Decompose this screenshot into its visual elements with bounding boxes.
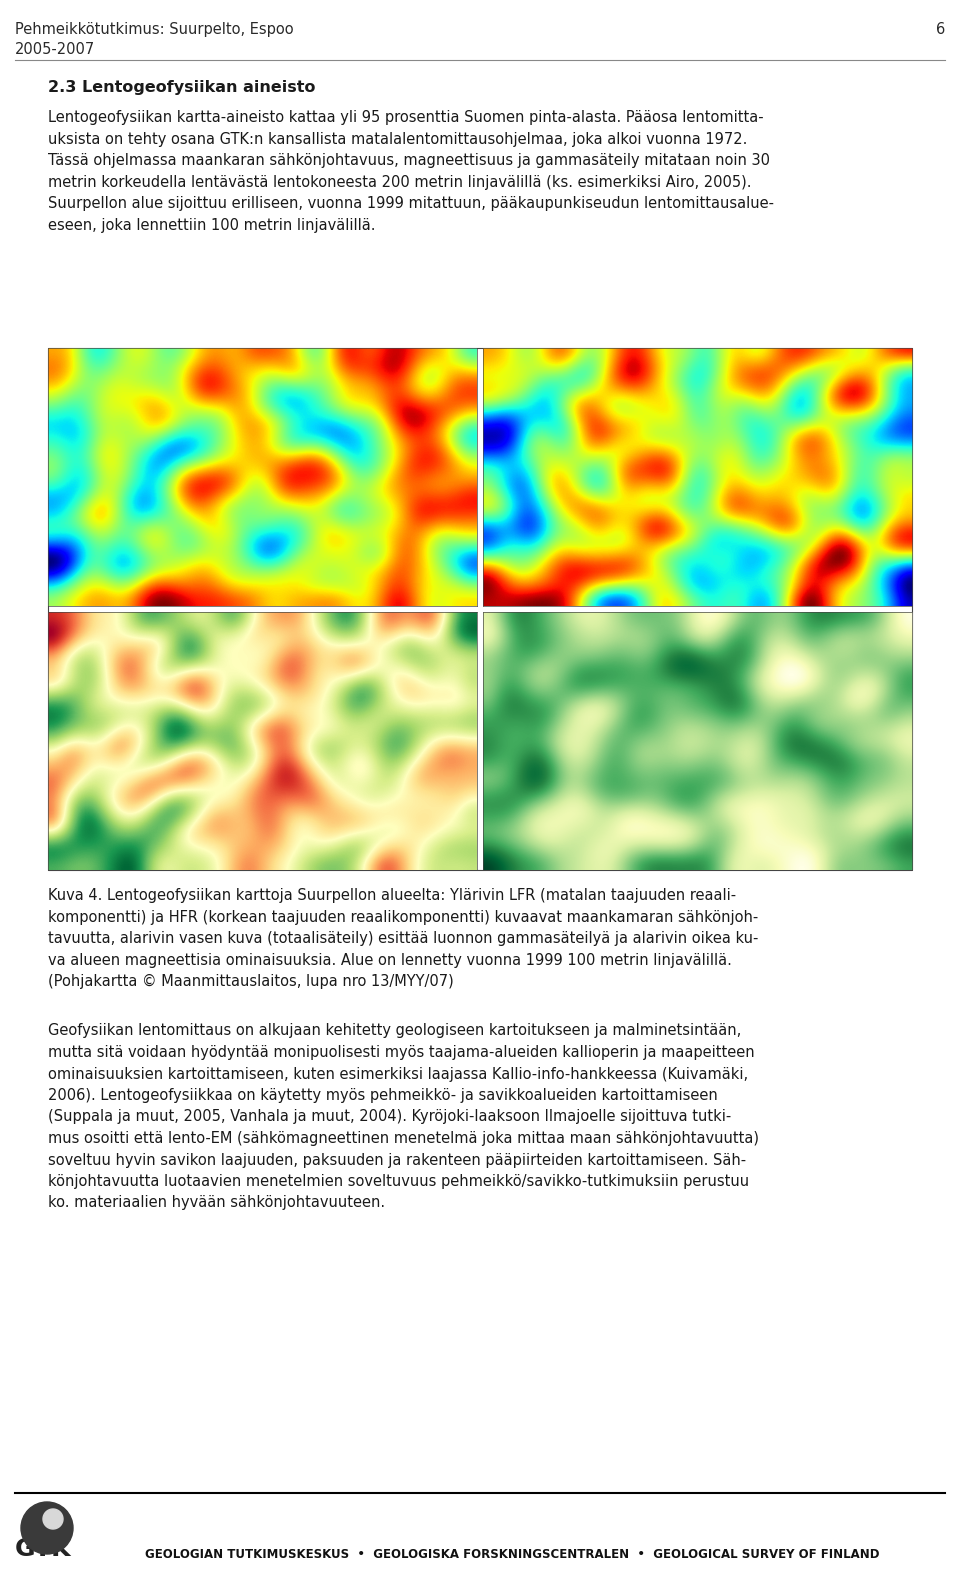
Text: (Suppala ja muut, 2005, Vanhala ja muut, 2004). Kyröjoki-laaksoon Ilmajoelle sij: (Suppala ja muut, 2005, Vanhala ja muut,… — [48, 1110, 732, 1124]
Text: Pehmeikkötutkimus: Suurpelto, Espoo: Pehmeikkötutkimus: Suurpelto, Espoo — [15, 22, 294, 36]
Text: ko. materiaalien hyvään sähkönjohtavuuteen.: ko. materiaalien hyvään sähkönjohtavuute… — [48, 1195, 385, 1211]
Text: Kuva 4. Lentogeofysiikan karttoja Suurpellon alueelta: Ylärivin LFR (matalan taa: Kuva 4. Lentogeofysiikan karttoja Suurpe… — [48, 888, 736, 902]
Text: mutta sitä voidaan hyödyntää monipuolisesti myös taajama-alueiden kallioperin ja: mutta sitä voidaan hyödyntää monipuolise… — [48, 1045, 755, 1061]
Text: GEOLOGIAN TUTKIMUSKESKUS  •  GEOLOGISKA FORSKNINGSCENTRALEN  •  GEOLOGICAL SURVE: GEOLOGIAN TUTKIMUSKESKUS • GEOLOGISKA FO… — [145, 1548, 879, 1561]
Bar — [48, 348, 912, 871]
Text: soveltuu hyvin savikon laajuuden, paksuuden ja rakenteen pääpiirteiden kartoitta: soveltuu hyvin savikon laajuuden, paksuu… — [48, 1152, 746, 1168]
Text: GTK: GTK — [15, 1537, 71, 1561]
Text: Suurpellon alue sijoittuu erilliseen, vuonna 1999 mitattuun, pääkaupunkiseudun l: Suurpellon alue sijoittuu erilliseen, vu… — [48, 196, 774, 211]
Text: Geofysiikan lentomittaus on alkujaan kehitetty geologiseen kartoitukseen ja malm: Geofysiikan lentomittaus on alkujaan keh… — [48, 1024, 741, 1038]
Circle shape — [21, 1502, 73, 1555]
Text: könjohtavuutta luotaavien menetelmien soveltuvuus pehmeikkö/savikko-tutkimuksiin: könjohtavuutta luotaavien menetelmien so… — [48, 1175, 749, 1189]
Text: mus osoitti että lento-EM (sähkömagneettinen menetelmä joka mittaa maan sähkönjo: mus osoitti että lento-EM (sähkömagneett… — [48, 1130, 759, 1146]
Text: va alueen magneettisia ominaisuuksia. Alue on lennetty vuonna 1999 100 metrin li: va alueen magneettisia ominaisuuksia. Al… — [48, 953, 732, 967]
Text: 2005-2007: 2005-2007 — [15, 43, 95, 57]
Text: komponentti) ja HFR (korkean taajuuden reaalikomponentti) kuvaavat maankamaran s: komponentti) ja HFR (korkean taajuuden r… — [48, 910, 758, 924]
Text: 2.3 Lentogeofysiikan aineisto: 2.3 Lentogeofysiikan aineisto — [48, 81, 316, 95]
Text: (Pohjakartta © Maanmittauslaitos, lupa nro 13/MYY/07): (Pohjakartta © Maanmittauslaitos, lupa n… — [48, 974, 454, 989]
Text: 6: 6 — [936, 22, 945, 36]
Text: Lentogeofysiikan kartta-aineisto kattaa yli 95 prosenttia Suomen pinta-alasta. P: Lentogeofysiikan kartta-aineisto kattaa … — [48, 109, 763, 125]
Text: 2006). Lentogeofysiikkaa on käytetty myös pehmeikkö- ja savikkoalueiden kartoitt: 2006). Lentogeofysiikkaa on käytetty myö… — [48, 1088, 718, 1103]
Text: uksista on tehty osana GTK:n kansallista matalalentomittausohjelmaa, joka alkoi : uksista on tehty osana GTK:n kansallista… — [48, 131, 748, 147]
Text: ominaisuuksien kartoittamiseen, kuten esimerkiksi laajassa Kallio-info-hankkeess: ominaisuuksien kartoittamiseen, kuten es… — [48, 1067, 748, 1081]
Text: metrin korkeudella lentävästä lentokoneesta 200 metrin linjavälillä (ks. esimerk: metrin korkeudella lentävästä lentokonee… — [48, 174, 752, 190]
Circle shape — [43, 1509, 63, 1529]
Text: Tässä ohjelmassa maankaran sähkönjohtavuus, magneettisuus ja gammasäteily mitata: Tässä ohjelmassa maankaran sähkönjohtavu… — [48, 154, 770, 168]
Text: tavuutta, alarivin vasen kuva (totaalisäteily) esittää luonnon gammasäteilyä ja : tavuutta, alarivin vasen kuva (totaalisä… — [48, 931, 758, 947]
Text: eseen, joka lennettiin 100 metrin linjavälillä.: eseen, joka lennettiin 100 metrin linjav… — [48, 217, 375, 233]
